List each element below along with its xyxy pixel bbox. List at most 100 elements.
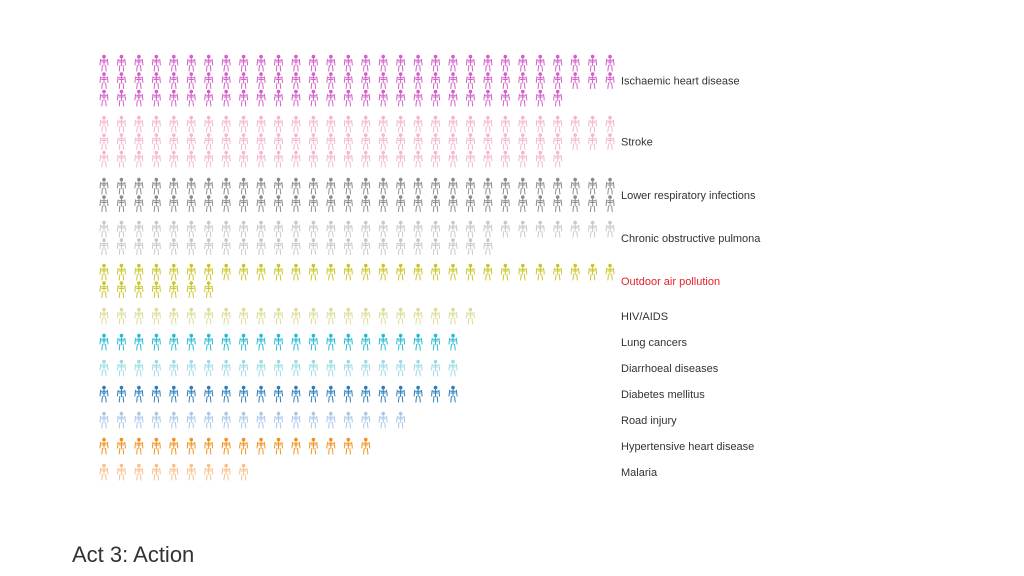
- skeleton-icon: [151, 89, 161, 107]
- skeleton-icon: [186, 263, 196, 281]
- skeleton-icon: [308, 195, 318, 212]
- skeleton-icon: [378, 115, 388, 133]
- skeleton-icon: [378, 195, 388, 212]
- skeleton-icon: [431, 195, 441, 212]
- skeleton-icon: [239, 437, 249, 455]
- skeleton-icon: [151, 150, 161, 168]
- category-label[interactable]: Lower respiratory infections: [621, 190, 756, 202]
- skeleton-icon: [431, 89, 441, 107]
- skeleton-icon: [169, 437, 179, 455]
- category-label[interactable]: Lung cancers: [621, 337, 688, 349]
- skeleton-icon: [378, 385, 388, 403]
- skeleton-icon: [535, 72, 545, 89]
- skeleton-icon: [186, 411, 196, 429]
- skeleton-icon: [256, 437, 266, 455]
- skeleton-icon: [99, 177, 109, 195]
- skeleton-icon: [448, 150, 458, 168]
- skeleton-icon: [204, 150, 214, 168]
- skeleton-icon: [116, 263, 126, 281]
- skeleton-icon: [221, 307, 231, 325]
- skeleton-icon: [518, 72, 528, 89]
- skeleton-icon: [431, 177, 441, 195]
- skeleton-icon: [308, 307, 318, 325]
- skeleton-icon: [378, 411, 388, 429]
- skeleton-icon: [361, 72, 371, 89]
- skeleton-icon: [274, 177, 283, 195]
- category-label[interactable]: Chronic obstructive pulmona: [621, 233, 761, 245]
- skeleton-icon: [221, 385, 231, 403]
- category-label[interactable]: Road injury: [621, 415, 677, 427]
- skeleton-icon: [291, 385, 301, 403]
- skeleton-icon: [99, 72, 109, 89]
- category-label[interactable]: Diarrhoeal diseases: [621, 363, 719, 375]
- skeleton-icon: [483, 195, 493, 212]
- skeleton-icon: [291, 72, 301, 89]
- skeleton-icon: [518, 177, 528, 195]
- category-label[interactable]: Hypertensive heart disease: [621, 441, 754, 453]
- skeleton-icon: [396, 307, 406, 325]
- skeleton-icon: [204, 220, 214, 238]
- skeleton-icon: [221, 195, 231, 212]
- skeleton-icon: [448, 133, 458, 150]
- skeleton-icon: [378, 54, 388, 72]
- category-label[interactable]: Outdoor air pollution: [621, 276, 720, 288]
- skeleton-icon: [588, 72, 598, 89]
- category-group: Outdoor air pollution: [99, 263, 720, 298]
- skeleton-icon: [413, 263, 423, 281]
- category-label[interactable]: Stroke: [621, 137, 653, 149]
- category-label[interactable]: HIV/AIDS: [621, 311, 668, 323]
- skeleton-icon: [396, 359, 406, 377]
- skeleton-icon: [396, 411, 406, 429]
- skeleton-icon: [413, 359, 423, 377]
- skeleton-icon: [605, 177, 615, 195]
- skeleton-icon: [99, 281, 109, 298]
- skeleton-icon: [378, 333, 388, 351]
- skeleton-icon: [151, 220, 161, 238]
- skeleton-icon: [134, 177, 144, 195]
- skeleton-icon: [465, 307, 475, 325]
- skeleton-icon: [204, 463, 214, 481]
- skeleton-icon: [134, 89, 144, 107]
- skeleton-icon: [221, 115, 231, 133]
- skeleton-icon: [169, 195, 179, 212]
- skeleton-icon: [169, 281, 179, 298]
- skeleton-icon: [431, 238, 441, 255]
- skeleton-icon: [116, 359, 126, 377]
- skeleton-icon: [221, 89, 231, 107]
- skeleton-icon: [396, 333, 406, 351]
- skeleton-icon: [169, 359, 179, 377]
- skeleton-icon: [588, 220, 598, 238]
- skeleton-icon: [151, 437, 161, 455]
- skeleton-icon: [186, 359, 196, 377]
- skeleton-icon: [116, 72, 126, 89]
- skeleton-icon: [256, 359, 266, 377]
- skeleton-icon: [186, 54, 196, 72]
- category-label[interactable]: Ischaemic heart disease: [621, 76, 740, 88]
- skeleton-icon: [308, 177, 318, 195]
- skeleton-icon: [274, 385, 283, 403]
- category-label[interactable]: Diabetes mellitus: [621, 389, 705, 401]
- skeleton-icon: [186, 307, 196, 325]
- category-group: Stroke: [99, 115, 653, 168]
- skeleton-icon: [169, 115, 179, 133]
- skeleton-icon: [116, 133, 126, 150]
- skeleton-icon: [256, 115, 266, 133]
- skeleton-icon: [570, 177, 580, 195]
- skeleton-icon: [308, 133, 318, 150]
- skeleton-icon: [291, 411, 301, 429]
- skeleton-icon: [291, 150, 301, 168]
- skeleton-icon: [116, 54, 126, 72]
- skeleton-icon: [361, 220, 371, 238]
- skeleton-icon: [256, 150, 266, 168]
- skeleton-icon: [134, 72, 144, 89]
- skeleton-icon: [256, 238, 266, 255]
- skeleton-icon: [448, 89, 458, 107]
- skeleton-icon: [186, 72, 196, 89]
- skeleton-icon: [535, 177, 545, 195]
- skeleton-icon: [169, 238, 179, 255]
- skeleton-icon: [448, 177, 458, 195]
- category-label[interactable]: Malaria: [621, 467, 658, 479]
- skeleton-icon: [116, 238, 126, 255]
- skeleton-icon: [239, 72, 249, 89]
- skeleton-icon: [326, 437, 336, 455]
